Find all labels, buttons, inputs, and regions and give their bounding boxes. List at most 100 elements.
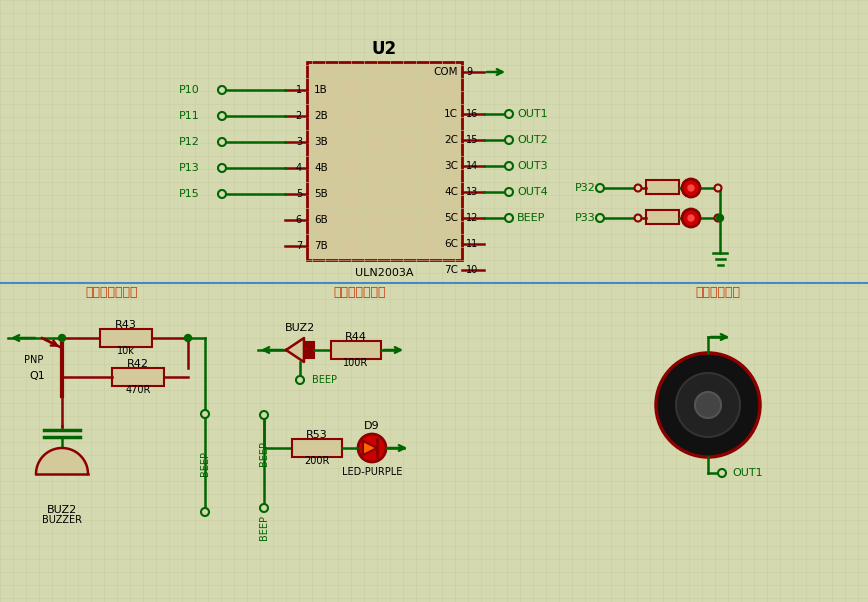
Text: 3B: 3B [314,137,328,147]
Text: 10: 10 [466,265,478,275]
Text: Q1: Q1 [30,371,45,381]
FancyBboxPatch shape [100,329,152,347]
Text: R44: R44 [345,332,367,342]
Text: 470R: 470R [125,385,151,395]
Text: 4: 4 [296,163,302,173]
Text: PNP: PNP [24,355,43,365]
Circle shape [635,214,641,222]
Text: 2C: 2C [444,135,458,145]
Text: OUT1: OUT1 [732,468,763,478]
Circle shape [218,86,226,94]
Text: BEEP: BEEP [517,213,545,223]
Circle shape [688,185,694,191]
Circle shape [688,215,694,221]
Text: 5C: 5C [444,213,458,223]
FancyBboxPatch shape [646,210,679,224]
Circle shape [682,179,700,197]
Text: BEEP: BEEP [312,375,337,385]
Circle shape [505,214,513,222]
Text: 12: 12 [466,213,478,223]
Circle shape [716,214,724,222]
Circle shape [296,376,304,384]
FancyBboxPatch shape [304,342,314,358]
Text: 1: 1 [296,85,302,95]
Text: 5: 5 [296,189,302,199]
Text: BEEP: BEEP [259,515,269,541]
Circle shape [218,112,226,120]
Text: COM: COM [433,67,458,77]
Text: R53: R53 [306,430,328,440]
Text: P15: P15 [180,189,200,199]
Text: 7C: 7C [444,265,458,275]
Text: P10: P10 [180,85,200,95]
Circle shape [505,110,513,118]
FancyBboxPatch shape [112,368,164,386]
Text: 有源蜂鸣器模块: 有源蜂鸣器模块 [86,287,138,300]
Text: 6C: 6C [444,239,458,249]
Polygon shape [36,448,88,474]
Text: U2: U2 [372,40,397,58]
Text: BUZZER: BUZZER [42,515,82,525]
Text: 200R: 200R [305,456,330,466]
Text: 3: 3 [296,137,302,147]
Text: 100R: 100R [344,358,369,368]
Circle shape [656,353,760,457]
Circle shape [596,184,604,192]
Text: 7: 7 [296,241,302,251]
Text: P32: P32 [575,183,596,193]
Circle shape [185,335,192,341]
Text: P33: P33 [575,213,596,223]
Text: 15: 15 [466,135,478,145]
Circle shape [596,214,604,222]
Circle shape [505,188,513,196]
Text: 1C: 1C [444,109,458,119]
Text: OUT1: OUT1 [517,109,548,119]
Text: 10k: 10k [117,346,135,356]
FancyBboxPatch shape [292,439,342,457]
Text: 5B: 5B [314,189,328,199]
Text: 11: 11 [466,239,478,249]
Text: 1B: 1B [314,85,328,95]
Text: 直流电机模块: 直流电机模块 [695,287,740,300]
Text: 无源蜂鸣器模块: 无源蜂鸣器模块 [334,287,386,300]
Text: ULN2003A: ULN2003A [355,268,414,278]
Text: LED-PURPLE: LED-PURPLE [342,467,402,477]
Text: 6: 6 [296,215,302,225]
Text: 16: 16 [466,109,478,119]
Circle shape [201,410,209,418]
Circle shape [218,138,226,146]
Text: BUZ2: BUZ2 [285,323,315,333]
Text: 4C: 4C [444,187,458,197]
Text: 2: 2 [296,111,302,121]
Text: BUZ2: BUZ2 [47,505,77,515]
Text: OUT3: OUT3 [517,161,548,171]
Circle shape [635,184,641,191]
Circle shape [218,164,226,172]
Text: 9: 9 [466,67,472,77]
Text: P11: P11 [180,111,200,121]
Text: D9: D9 [365,421,380,431]
Text: 2B: 2B [314,111,328,121]
Circle shape [260,504,268,512]
Text: BEEP: BEEP [200,450,210,476]
Circle shape [505,162,513,170]
Text: 3C: 3C [444,161,458,171]
Text: 4B: 4B [314,163,328,173]
Circle shape [505,136,513,144]
FancyBboxPatch shape [307,62,462,260]
Circle shape [218,190,226,198]
Circle shape [201,508,209,516]
Circle shape [695,392,721,418]
Text: R43: R43 [115,320,137,330]
Circle shape [714,214,721,222]
Text: OUT2: OUT2 [517,135,548,145]
FancyBboxPatch shape [646,180,679,194]
Circle shape [718,469,726,477]
Circle shape [676,373,740,437]
Circle shape [682,209,700,227]
Polygon shape [363,441,377,455]
Text: OUT4: OUT4 [517,187,548,197]
Circle shape [714,184,721,191]
FancyBboxPatch shape [331,341,381,359]
Polygon shape [286,338,304,362]
